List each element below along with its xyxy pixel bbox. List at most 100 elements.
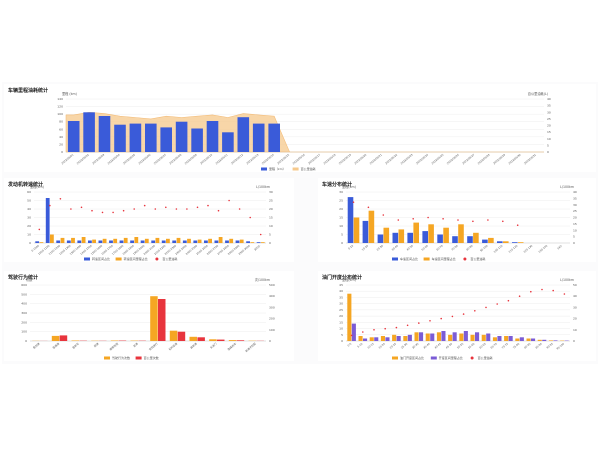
x-tick-label: 3000- <box>253 244 261 252</box>
bar <box>256 242 261 243</box>
bar <box>98 116 111 152</box>
legend-label: 驾驶行为次数 <box>112 355 130 360</box>
legend-swatch <box>84 257 90 261</box>
scatter-point <box>552 289 554 292</box>
x-tick-label: 15-20 <box>377 341 386 349</box>
y-tick-label: 20 <box>339 207 343 211</box>
bar <box>374 337 379 341</box>
y-tick-label: 30 <box>339 302 343 306</box>
bar <box>123 237 128 243</box>
y-tick-label: 80 <box>59 120 63 124</box>
bar <box>172 240 177 243</box>
x-tick-label: 2023/08/10 <box>199 152 213 165</box>
legend-swatch <box>155 257 159 261</box>
bar <box>470 334 475 341</box>
x-tick-label: 急转弯 <box>71 341 80 349</box>
x-tick-label: 30-35 <box>411 341 420 349</box>
x-tick-label: 2023/08/08 <box>168 152 182 165</box>
scatter-point <box>384 327 386 330</box>
bar <box>422 231 428 243</box>
x-tick-label: 2023/08/02 <box>76 152 90 165</box>
x-tick-label: 60-65 <box>478 341 487 349</box>
y-tick-label: 0 <box>25 339 27 343</box>
x-tick-label: 空挡滑行 <box>148 341 159 351</box>
bar <box>217 339 225 341</box>
scatter-point <box>101 211 104 214</box>
bar <box>83 112 95 153</box>
bar <box>77 240 82 243</box>
x-tick-label: 2023/08/18 <box>322 152 336 165</box>
x-tick-label: 2023/08/24 <box>415 152 429 165</box>
bar <box>250 242 255 243</box>
bar <box>187 238 191 244</box>
scatter-point <box>165 206 167 209</box>
bar <box>51 335 60 341</box>
scatter-point <box>362 331 364 333</box>
bar <box>548 340 553 341</box>
legend-label: 油门开度区间占比 <box>400 355 424 360</box>
scatter-point <box>418 322 420 324</box>
scatter-point <box>563 293 566 295</box>
y-tick-label: 10 <box>339 327 343 331</box>
y-tick-label: 600 <box>21 283 27 287</box>
bar <box>252 123 265 152</box>
y2-tick-label: 5 <box>269 233 271 237</box>
bar <box>50 234 54 243</box>
bar <box>197 337 205 341</box>
x-tick-label: 25-30 <box>400 341 409 349</box>
bar <box>235 240 240 243</box>
x-tick-label: 2023/08/26 <box>446 152 460 165</box>
x-tick-label: 2023/08/11 <box>215 152 229 165</box>
scatter-point <box>516 224 519 226</box>
legend-label: 车速区间里程占比 <box>432 256 456 261</box>
bar <box>119 240 124 243</box>
x-tick-label: 2023/08/22 <box>384 152 398 165</box>
y-tick-label: 40 <box>59 135 63 139</box>
x-tick-label: 2023/08/29 <box>492 152 506 165</box>
y-tick-label: 60 <box>27 190 31 194</box>
bar <box>358 336 363 341</box>
y2-tick-label: 40 <box>573 294 577 298</box>
throttle-distribution-panel: 油门开度分布统计 里程(km) L/100km 0 5 10 15 20 25 30 35 40 45… <box>318 271 596 361</box>
x-tick-label: 95-100 <box>555 341 565 350</box>
bar <box>407 232 413 243</box>
y-axis-unit-right: L/100km <box>560 185 574 189</box>
bar <box>189 336 197 341</box>
x-tick-label: 75-80 <box>512 341 521 349</box>
x-tick-label: 90-95 <box>545 341 554 349</box>
bar <box>60 237 65 243</box>
bar <box>458 224 464 243</box>
scatter-point <box>541 288 543 291</box>
scatter-point <box>91 209 93 212</box>
bar <box>56 240 61 243</box>
scatter-point <box>507 299 510 302</box>
y-tick-label: 10 <box>27 233 31 237</box>
y2-tick-label: 35 <box>547 104 551 108</box>
y2-tick-label: 15 <box>547 130 551 134</box>
scatter-point <box>122 209 125 212</box>
bar <box>403 336 408 341</box>
scatter-point <box>462 313 465 315</box>
scatter-point <box>217 209 220 212</box>
x-tick-label: 2023/08/20 <box>353 152 367 165</box>
y2-tick-label: 0 <box>573 339 575 343</box>
x-tick-label: 2023/08/06 <box>137 152 151 165</box>
x-tick-label: 2023/08/27 <box>461 152 475 165</box>
x-tick-label: 50-60 <box>420 243 429 251</box>
x-tick-label: 30-40 <box>391 243 400 251</box>
x-tick-label: 85-90 <box>534 341 543 349</box>
y2-tick-label: 30 <box>269 190 273 194</box>
vehicle-mileage-chart: 里程 (km) 百公里油耗(L) 0 20 40 60 80 100 120 140 0 5 10 15 2… <box>57 91 551 171</box>
scatter-point <box>59 198 62 200</box>
bar <box>191 128 203 152</box>
panel-title: 车辆里程油耗统计 <box>8 88 49 94</box>
bar <box>237 117 250 152</box>
scatter-point <box>143 204 146 207</box>
bar <box>385 337 390 341</box>
bar <box>553 340 558 341</box>
legend-label: 转速区间里程占比 <box>124 256 148 261</box>
x-tick-label: 2023/08/03 <box>91 152 105 165</box>
bar <box>110 340 119 341</box>
bar <box>71 237 75 243</box>
x-tick-label: 65-70 <box>489 341 498 349</box>
